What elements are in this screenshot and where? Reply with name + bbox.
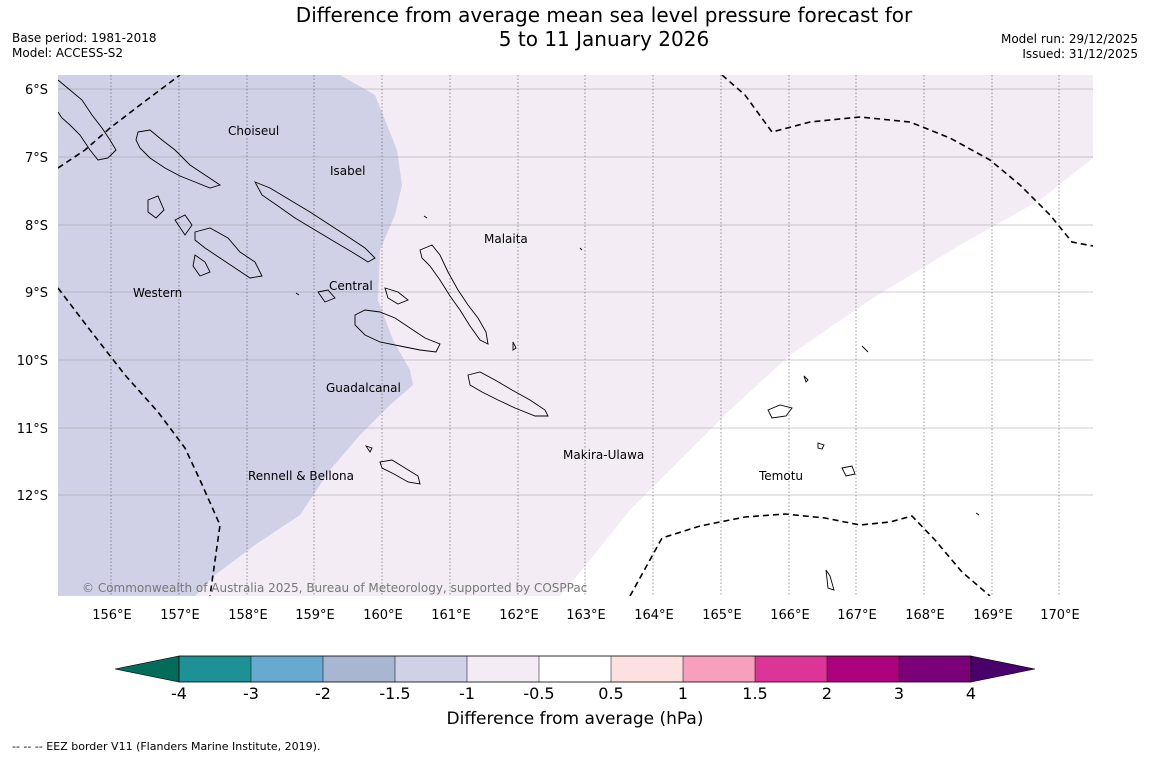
colorbar-tick-label: -4 <box>171 684 187 703</box>
lat-label: 6°S <box>25 83 48 98</box>
lon-label: 169°E <box>973 608 1013 623</box>
region-label-central: Central <box>329 279 373 293</box>
lon-label: 167°E <box>837 608 877 623</box>
model-run: Model run: 29/12/2025 <box>1000 32 1138 46</box>
lon-label: 161°E <box>431 608 471 623</box>
lon-label: 168°E <box>905 608 945 623</box>
meta-left: Base period: 1981-2018 Model: ACCESS-S2 <box>12 31 157 61</box>
colorbar-segment <box>539 656 612 682</box>
issued-date: Issued: 31/12/2025 <box>1022 47 1138 61</box>
lat-label: 9°S <box>25 286 48 301</box>
new-georgia-islands <box>147 195 263 279</box>
colorbar-segment <box>251 656 324 682</box>
eez-legend-footnote: -- -- -- EEZ border V11 (Flanders Marine… <box>12 740 321 753</box>
colorbar-tick-label: 1.5 <box>742 684 768 703</box>
colorbar-tick-label: -3 <box>243 684 259 703</box>
small-islets <box>295 215 980 516</box>
region-label-makira-ulawa: Makira-Ulawa <box>563 448 644 462</box>
lon-label: 165°E <box>702 608 742 623</box>
eez-border <box>58 75 1093 596</box>
colorbar-segment <box>683 656 756 682</box>
temotu-islands <box>767 345 869 591</box>
lon-label: 160°E <box>363 608 403 623</box>
colorbar-segment <box>899 656 972 682</box>
colorbar-tick-label: 0.5 <box>598 684 624 703</box>
malaita-island <box>419 244 489 345</box>
colorbar-segment <box>611 656 684 682</box>
colorbar-tick-label: -1 <box>459 684 475 703</box>
title-line-1: Difference from average mean sea level p… <box>295 3 913 27</box>
colorbar-over-arrow <box>970 655 1036 683</box>
title-line-2: 5 to 11 January 2026 <box>498 27 710 51</box>
meta-right: Model run: 29/12/2025 Issued: 31/12/2025 <box>1001 32 1138 62</box>
colorbar-tick-label: -1.5 <box>379 684 411 703</box>
region-label-western: Western <box>133 286 182 300</box>
colorbar-segment <box>323 656 396 682</box>
coastlines <box>58 79 980 591</box>
graticule <box>58 75 1093 596</box>
region-label-guadalcanal: Guadalcanal <box>326 381 401 395</box>
map-area: Choiseul Isabel Malaita Western Central … <box>58 75 1093 596</box>
colorbar-label: Difference from average (hPa) <box>446 709 704 729</box>
colorbar-segment <box>467 656 540 682</box>
lat-label: 10°S <box>17 354 48 369</box>
colorbar-under-arrow <box>114 655 180 683</box>
region-label-temotu: Temotu <box>758 469 803 483</box>
lat-label: 12°S <box>17 489 48 504</box>
base-period: Base period: 1981-2018 <box>12 31 157 45</box>
lon-label: 163°E <box>566 608 606 623</box>
lon-label: 162°E <box>499 608 539 623</box>
region-label-malaita: Malaita <box>484 232 528 246</box>
anomaly-zone-lavender <box>58 75 413 596</box>
colorbar <box>114 655 1036 683</box>
lat-label: 11°S <box>17 422 48 437</box>
model-name: Model: ACCESS-S2 <box>12 46 124 60</box>
colorbar-tick-label: 3 <box>893 684 905 703</box>
lon-label: 164°E <box>634 608 674 623</box>
region-label-choiseul: Choiseul <box>228 124 279 138</box>
lon-label: 159°E <box>295 608 335 623</box>
colorbar-segment <box>395 656 468 682</box>
region-label-isabel: Isabel <box>330 164 365 178</box>
makira-island <box>467 371 549 417</box>
colorbar-segment <box>179 656 252 682</box>
choiseul-island <box>135 129 222 189</box>
colorbar-tick-label: 1 <box>677 684 689 703</box>
colorbar-frame <box>178 655 972 683</box>
lon-label: 170°E <box>1040 608 1080 623</box>
lon-label: 157°E <box>160 608 200 623</box>
bougainville-island <box>58 79 117 161</box>
copyright-notice: © Commonwealth of Australia 2025, Bureau… <box>82 581 587 595</box>
colorbar-tick-label: 2 <box>821 684 833 703</box>
guadalcanal-island <box>354 309 441 353</box>
colorbar-tick-label: 4 <box>965 684 977 703</box>
isabel-island <box>254 181 376 263</box>
chart-title: Difference from average mean sea level p… <box>0 3 1150 51</box>
lat-label: 8°S <box>25 219 48 234</box>
colorbar-tick-label: -0.5 <box>523 684 555 703</box>
lat-label: 7°S <box>25 151 48 166</box>
lon-label: 158°E <box>228 608 268 623</box>
central-islands <box>317 287 409 305</box>
colorbar-tick-label: -2 <box>315 684 331 703</box>
lon-label: 166°E <box>770 608 810 623</box>
colorbar-segment <box>755 656 828 682</box>
colorbar-segment <box>827 656 900 682</box>
rennell-bellona <box>364 445 421 485</box>
lon-label: 156°E <box>92 608 132 623</box>
region-label-rennell-bellona: Rennell & Bellona <box>248 469 354 483</box>
